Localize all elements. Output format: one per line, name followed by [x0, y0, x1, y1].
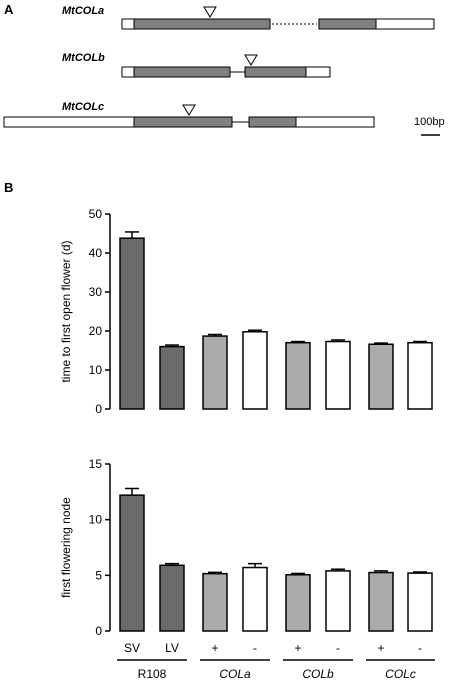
y-tick-label: 5	[95, 568, 102, 582]
bar	[159, 345, 185, 410]
group-label: COLa	[219, 667, 251, 681]
y-tick-label: 0	[95, 402, 102, 416]
bar	[119, 237, 145, 410]
bar	[285, 574, 311, 632]
y-tick-label: 10	[89, 363, 103, 377]
x-category-label: SV	[124, 641, 140, 655]
group-label: R108	[138, 667, 167, 681]
gene-label: MtCOLc	[62, 101, 104, 113]
group-label: COLc	[385, 667, 416, 681]
y-tick-label: 10	[89, 513, 103, 527]
exon-box	[244, 66, 307, 78]
bar	[368, 571, 394, 632]
utr-box	[295, 116, 375, 128]
bar	[407, 341, 433, 410]
x-category-label: +	[211, 641, 218, 655]
panel-a-label: A	[4, 2, 14, 17]
x-category-label: -	[336, 641, 340, 655]
y-tick-label: 0	[95, 624, 102, 638]
x-axis-labels: SV LV + - + - + - R108 COLa COLb COLc	[117, 641, 435, 681]
bar	[325, 570, 351, 632]
bar	[242, 566, 268, 632]
bar	[242, 331, 268, 410]
bar	[202, 335, 228, 410]
gene-MtCOLc: MtCOLc	[3, 101, 375, 128]
x-category-label: +	[294, 641, 301, 655]
panel-b-label: B	[4, 180, 13, 195]
exon-box	[318, 18, 377, 30]
y-axis-label: time to first open flower (d)	[59, 240, 73, 382]
y-tick-label: 15	[89, 457, 103, 471]
exon-box	[133, 116, 233, 128]
y-tick-label: 40	[89, 246, 103, 260]
y-tick-label: 20	[89, 324, 103, 338]
bar	[368, 343, 394, 410]
x-category-label: LV	[165, 641, 179, 655]
utr-box	[121, 66, 135, 78]
utr-box	[121, 18, 135, 30]
group-label: COLb	[302, 667, 334, 681]
insertion-triangle-icon	[182, 104, 196, 116]
bar	[202, 572, 228, 632]
insertion-triangle-icon	[244, 54, 258, 66]
scale-bar: 100bp	[414, 116, 445, 136]
y-tick-label: 30	[89, 285, 103, 299]
bar	[119, 494, 145, 632]
exon-box	[248, 116, 297, 128]
x-category-label: +	[377, 641, 384, 655]
exon-box	[133, 18, 271, 30]
gene-label: MtCOLb	[62, 52, 105, 64]
bar	[159, 564, 185, 632]
utr-box	[305, 66, 331, 78]
exon-box	[133, 66, 231, 78]
x-category-label: -	[253, 641, 257, 655]
bar	[407, 572, 433, 632]
gene-label: MtCOLa	[62, 5, 104, 17]
x-category-label: -	[418, 641, 422, 655]
bar	[325, 340, 351, 410]
scale-bar-label: 100bp	[414, 116, 445, 128]
chart-flowering-node: 0 5 10 15 first flowering node	[59, 457, 433, 638]
chart-time-to-flower: 0 10 20 30 40 50 time to first open flower (d)	[59, 207, 433, 416]
utr-box	[3, 116, 135, 128]
utr-box	[375, 18, 435, 30]
gene-diagrams: MtCOLa MtCOLb MtCOLc	[3, 5, 435, 128]
insertion-triangle-icon	[203, 6, 217, 18]
bar	[285, 341, 311, 410]
y-tick-label: 50	[89, 207, 103, 221]
gene-MtCOLb: MtCOLb	[62, 52, 331, 78]
gene-MtCOLa: MtCOLa	[62, 5, 435, 30]
y-axis-label: first flowering node	[59, 497, 73, 598]
